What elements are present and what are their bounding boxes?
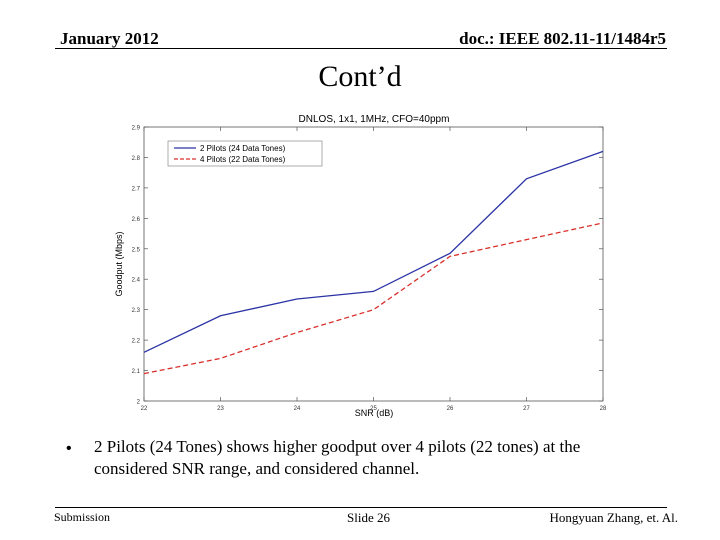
header-doc-id: doc.: IEEE 802.11-11/1484r5 [459,29,666,48]
footer-author: Hongyuan Zhang, et. Al. [549,510,678,525]
y-tick-label: 2.6 [132,217,141,223]
y-tick-label: 2.1 [132,369,141,375]
plot-area [143,126,604,402]
series-line-2 [143,222,604,375]
slide-title: Cont’d [318,60,402,93]
y-axis-ticks: 2 2.1 2.2 2.3 2.4 2.5 2.6 2.7 2.8 2.9 [132,126,603,406]
x-tick-label: 26 [447,406,454,412]
series-lines [143,150,604,375]
x-tick-label: 25 [370,406,377,412]
x-tick-label: 24 [294,406,301,412]
legend: 2 Pilots (24 Data Tones) 4 Pilots (22 Da… [167,140,323,167]
x-tick-label: 22 [141,406,148,412]
y-tick-label: 2.7 [132,186,141,192]
legend-label-series-1: 2 Pilots (24 Data Tones) [200,144,286,153]
bullet-marker: • [66,440,72,457]
x-tick-label: 23 [217,406,224,412]
footer-submission: Submission [54,510,111,524]
y-tick-label: 2.4 [132,278,141,284]
x-axis-label: SNR (dB) [355,408,394,418]
x-tick-label: 27 [523,406,530,412]
header-date: January 2012 [60,29,159,48]
y-tick-label: 2.2 [132,339,141,345]
header-divider [55,48,667,49]
footer-slide-number: Slide 26 [347,510,390,525]
x-tick-label: 28 [600,406,607,412]
y-tick-label: 2.8 [132,156,141,162]
y-tick-label: 2.9 [132,126,141,132]
y-tick-label: 2 [137,400,141,406]
legend-label-series-2: 4 Pilots (22 Data Tones) [200,155,286,164]
bullet-text: 2 Pilots (24 Tones) shows higher goodput… [94,437,581,478]
y-axis-label: Goodput (Mbps) [114,231,124,296]
y-tick-label: 2.3 [132,308,141,314]
chart-title: DNLOS, 1x1, 1MHz, CFO=40ppm [299,114,450,125]
x-axis-ticks: 22 23 24 25 26 27 28 [141,127,607,412]
series-line-1 [143,150,604,353]
y-tick-label: 2.5 [132,247,141,253]
legend-box [167,140,323,167]
goodput-line-chart: DNLOS, 1x1, 1MHz, CFO=40ppm 2 2.1 2.2 2.3 2.… [114,114,607,418]
footer-divider [55,507,667,508]
